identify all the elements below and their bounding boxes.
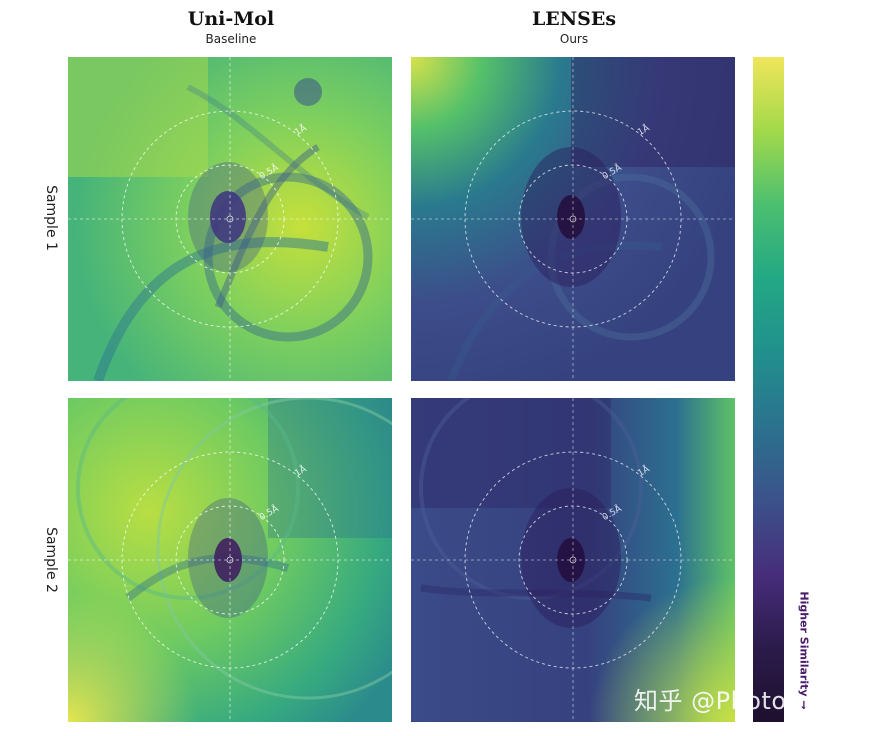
ring-1a [121, 451, 339, 669]
heatmap-arc [76, 398, 300, 600]
heatmap-panel-sample2-lenses: 1Å 0.5Å [411, 398, 735, 722]
colorbar-svg [753, 57, 784, 722]
heatmap-region [571, 57, 735, 167]
column-subtitle-lenses: Ours [559, 32, 589, 46]
heatmap-svg: 1Å 0.5Å [411, 57, 735, 381]
ring-05a [518, 164, 628, 274]
heatmap-arc [186, 84, 370, 220]
heatmap-panel-sample1-unimol: 1Å 0.5Å [68, 57, 392, 381]
heatmap-region [411, 398, 611, 508]
heatmap-arc [125, 554, 290, 602]
column-title-lenses: LENSEs [531, 8, 617, 30]
row-label-sample-2: Sample 2 [42, 527, 59, 593]
similarity-hotspot [214, 538, 242, 582]
heatmap-arc [93, 237, 329, 381]
ring-05a [175, 164, 285, 274]
heatmap-arc [547, 173, 715, 341]
ring-05a [175, 505, 285, 615]
ring-05a [518, 505, 628, 615]
colorbar-gradient [753, 57, 784, 722]
heatmap-svg: 1Å 0.5Å [411, 398, 735, 722]
similarity-hotspot [294, 78, 322, 106]
column-title-unimol: Uni-Mol [187, 8, 275, 30]
heatmap-arc [420, 584, 652, 602]
heatmap-region [68, 57, 208, 177]
heatmap-svg: 1Å 0.5Å [68, 57, 392, 381]
colorbar [753, 57, 784, 722]
ring-1a [464, 451, 682, 669]
heatmap-svg: 1Å 0.5Å [68, 398, 392, 722]
center-marker [569, 556, 577, 564]
heatmap-arc [214, 144, 320, 309]
center-marker [226, 215, 234, 223]
heatmap-region [268, 398, 392, 538]
heatmap-arc [203, 172, 373, 342]
heatmap-arc [156, 398, 392, 700]
heatmap-panel-sample2-unimol: 1Å 0.5Å [68, 398, 392, 722]
heatmap-arc [419, 398, 643, 600]
row-label-sample-1: Sample 1 [42, 185, 59, 251]
column-subtitle-unimol: Baseline [205, 32, 257, 46]
center-marker [569, 215, 577, 223]
watermark: 知乎 @Photon.Yan [634, 687, 854, 715]
similarity-hotspot [557, 538, 585, 582]
heatmap-panel-sample1-lenses: 1Å 0.5Å [411, 57, 735, 381]
center-marker [226, 556, 234, 564]
ring-1a [121, 110, 339, 328]
heatmap-arc [447, 241, 662, 381]
ring-1a [464, 110, 682, 328]
